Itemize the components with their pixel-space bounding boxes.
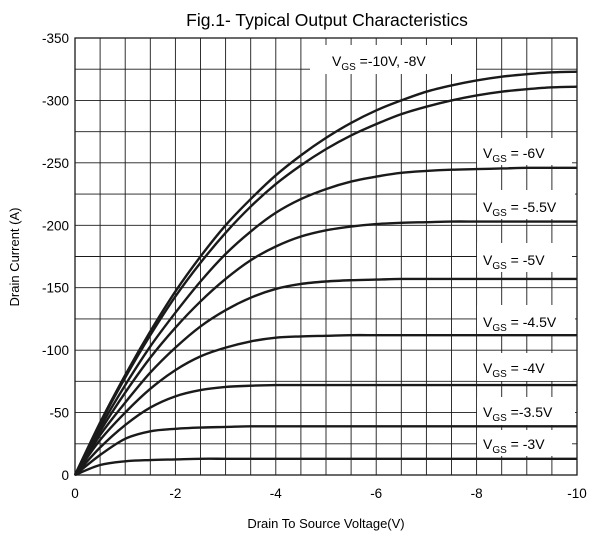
- curves: [73, 70, 578, 477]
- series-curve: [73, 85, 578, 476]
- series-curve: [73, 166, 577, 476]
- curve-label: VGS = -4.5V: [483, 314, 557, 334]
- plot-frame: [74, 37, 578, 476]
- x-tick-labels: 0 -2 -4 -6 -8 -10: [71, 486, 587, 501]
- curve-label-background: [477, 138, 572, 165]
- series-curve: [73, 70, 578, 476]
- curve-label: VGS =-3.5V: [483, 404, 553, 424]
- curve-labels: VGS =-10V, -8V VGS = -6V VGS = -5.5V VGS = …: [310, 45, 575, 456]
- curve-label-background: [477, 243, 572, 272]
- series-curve: [74, 333, 577, 476]
- curve-label: VGS =-10V, -8V: [332, 53, 426, 73]
- x-tick-label: -4: [270, 486, 282, 501]
- curve-label: VGS = -4V: [483, 360, 545, 380]
- series-curve: [74, 457, 577, 477]
- curve-label-background: [477, 430, 572, 456]
- y-tick-label: -100: [42, 343, 69, 358]
- curve-label: VGS = -5.5V: [483, 199, 557, 219]
- x-axis-label: Drain To Source Voltage(V): [247, 516, 404, 531]
- curve-label-background: [310, 45, 476, 74]
- curve-label-background: [477, 190, 575, 219]
- series-curve: [74, 425, 577, 476]
- series-curve: [73, 220, 577, 476]
- y-tick-labels: 0 -50 -100 -150 -200 -250 -300 -350: [42, 31, 69, 483]
- curve-label-background: [477, 305, 575, 334]
- y-axis-label: Drain Current (A): [7, 208, 22, 307]
- y-tick-label: -250: [42, 156, 69, 171]
- x-tick-label: -10: [567, 486, 587, 501]
- curve-label-background: [477, 397, 575, 425]
- y-tick-label: -300: [42, 93, 69, 108]
- x-tick-label: -8: [471, 486, 483, 501]
- curve-label-background: [477, 353, 572, 381]
- series-curve: [74, 383, 577, 476]
- curve-label: VGS = -5V: [483, 252, 545, 272]
- y-tick-label: -50: [49, 406, 69, 421]
- x-tick-label: 0: [71, 486, 79, 501]
- chart-title: Fig.1- Typical Output Characteristics: [186, 10, 468, 30]
- x-tick-label: -6: [370, 486, 382, 501]
- y-tick-label: -200: [42, 218, 69, 233]
- y-tick-label: -350: [42, 31, 69, 46]
- series-curve: [73, 277, 577, 476]
- curve-label: VGS = -3V: [483, 436, 545, 456]
- y-tick-label: 0: [61, 468, 69, 483]
- x-tick-label: -2: [169, 486, 181, 501]
- y-tick-label: -150: [42, 281, 69, 296]
- curve-label: VGS = -6V: [483, 145, 545, 165]
